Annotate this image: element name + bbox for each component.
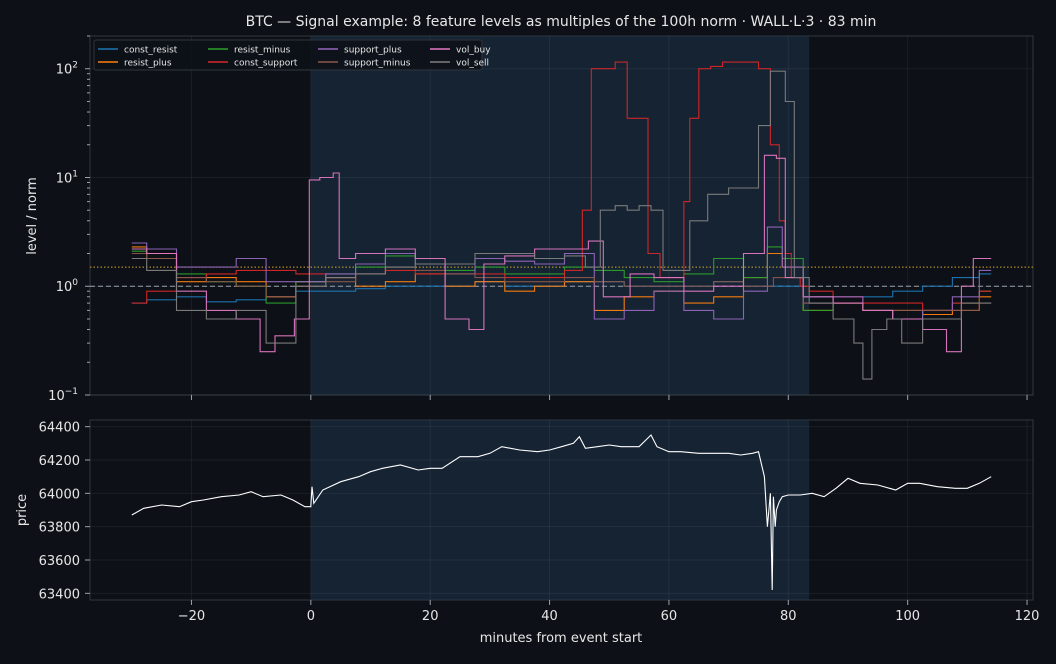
bottom-plot-area [89,419,1034,601]
legend-label: support_minus [344,59,411,69]
series-line-vol-sell [131,70,992,380]
x-tick-label: 20 [422,609,439,624]
top-panel: 10−1 100 101 102 const_resist resist_plus resi… [48,35,1034,404]
top-plot-area [89,35,1034,396]
x-axis-label: minutes from event start [480,631,643,646]
series-line-support-plus [131,226,992,320]
bottom-event-band [310,420,810,600]
x-tick-label: 0 [307,609,315,624]
bottom-panel: −20 0 20 40 60 80 100 120 63400 63600 63800 64000 64… [39,419,1040,624]
bottom-y-tick-label: 63600 [39,554,80,569]
top-y-tick-label: 102 [56,61,78,78]
bottom-y-tick-label: 63400 [39,587,80,602]
x-tick-label: −20 [178,609,205,624]
legend-label: const_resist [124,46,178,56]
bottom-y-tick-label: 63800 [39,521,80,536]
bottom-y-tick-label: 64400 [39,421,80,436]
legend-box [93,39,483,71]
price-line [131,434,992,591]
top-y-axis-label: level / norm [25,177,40,255]
x-tick-label: 100 [895,609,920,624]
bottom-y-tick-label: 64200 [39,454,80,469]
x-tick-label: 40 [541,609,558,624]
legend-label: vol_sell [456,59,489,69]
bottom-y-axis-label: price [15,494,30,526]
x-tick-label: 120 [1015,609,1040,624]
top-y-tick-label: 10−1 [48,387,78,404]
top-y-tick-label: 100 [56,278,79,295]
legend-label: resist_plus [124,59,172,69]
bottom-y-tick-label: 64000 [39,487,80,502]
legend-label: support_plus [344,46,402,56]
legend-label: vol_buy [456,46,491,56]
x-tick-label: 80 [780,609,797,624]
chart-title: BTC — Signal example: 8 feature levels a… [246,14,877,30]
top-y-tick-label: 101 [56,169,78,186]
series-line-vol-buy [131,154,992,353]
top-event-band [310,36,810,395]
x-tick-label: 60 [661,609,678,624]
legend-label: resist_minus [234,46,291,56]
legend-label: const_support [234,59,298,69]
